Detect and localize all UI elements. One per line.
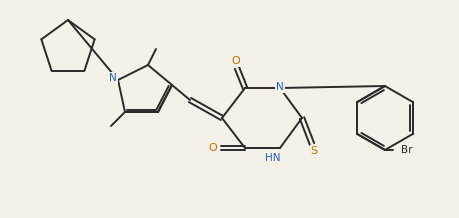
Text: Br: Br <box>400 145 412 155</box>
Text: O: O <box>208 143 217 153</box>
Text: N: N <box>109 73 117 83</box>
Text: HN: HN <box>265 153 280 163</box>
Text: N: N <box>275 82 283 92</box>
Text: S: S <box>310 146 317 156</box>
Text: O: O <box>231 56 240 66</box>
